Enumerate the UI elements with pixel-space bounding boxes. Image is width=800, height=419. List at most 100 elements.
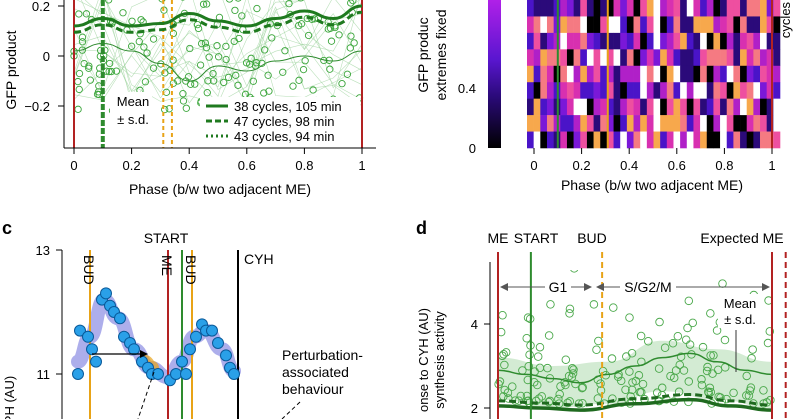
b-heatmap-cell xyxy=(653,98,661,116)
a-data-point xyxy=(222,42,230,51)
b-heatmap-cell xyxy=(527,32,534,50)
b-heatmap-cell xyxy=(527,16,534,34)
b-heatmap-cell xyxy=(680,0,688,17)
d-data-point xyxy=(561,355,571,364)
b-heatmap-cell xyxy=(693,49,701,67)
b-heatmap-cell xyxy=(606,131,614,149)
a-data-point xyxy=(199,0,208,8)
a-data-point xyxy=(197,39,206,48)
d-g1-bg xyxy=(545,276,571,294)
b-heatmap-cell xyxy=(706,16,714,34)
d-data-point xyxy=(684,377,694,386)
d-data-point xyxy=(593,394,603,403)
b-heatmap-cell xyxy=(720,49,728,67)
b-heatmap-cell xyxy=(760,32,767,50)
b-heatmap-cell xyxy=(646,65,654,83)
d-data-point xyxy=(657,383,667,393)
b-heatmap-cell xyxy=(666,98,674,116)
d-data-point xyxy=(589,300,599,309)
b-colorbar xyxy=(488,0,501,148)
b-heatmap-cell xyxy=(533,65,541,83)
b-heatmap-cell xyxy=(733,32,741,50)
a-data-point xyxy=(231,6,239,15)
b-heatmap-cell xyxy=(746,49,754,67)
b-heatmap-cell xyxy=(733,16,741,34)
b-heatmap-cell xyxy=(660,65,668,83)
b-heatmap-cell xyxy=(720,0,728,17)
b-heatmap-cell xyxy=(560,16,568,34)
d-data-point xyxy=(608,394,617,403)
d-data-point xyxy=(561,380,570,390)
b-heatmap-cell xyxy=(653,16,661,34)
d-data-point xyxy=(683,323,692,333)
d-data-point xyxy=(644,336,653,346)
b-ytick-label: 0.4 xyxy=(458,81,476,96)
b-heatmap-cell xyxy=(613,0,621,17)
b-heatmap-cell xyxy=(546,0,554,17)
a-data-point xyxy=(326,65,334,73)
b-heatmap-cell xyxy=(606,49,614,67)
a-data-point xyxy=(174,77,182,85)
b-heatmap-cell xyxy=(580,49,588,67)
a-data-point xyxy=(279,68,287,76)
d-bud-label: BUD xyxy=(577,230,607,246)
a-data-point xyxy=(191,80,199,88)
d-data-point xyxy=(568,369,578,378)
b-heatmap-cell xyxy=(586,32,594,50)
b-heatmap-cell xyxy=(600,115,608,132)
a-sd-label: ± s.d. xyxy=(117,112,149,127)
b-heatmap-cell xyxy=(726,131,734,149)
b-heatmap-cell xyxy=(740,0,748,17)
b-heatmap-cell xyxy=(686,131,694,149)
b-heatmap-cell xyxy=(646,98,654,116)
c-data-point xyxy=(128,343,140,356)
b-heatmap-cell xyxy=(713,49,721,67)
c-data-point xyxy=(82,330,94,343)
a-data-point xyxy=(194,24,203,33)
d-low-curve-dashed xyxy=(497,393,773,407)
b-heatmap-cell xyxy=(560,131,568,149)
d-data-point xyxy=(627,349,637,358)
b-heatmap-cell xyxy=(740,98,748,116)
b-heatmap-cell xyxy=(753,115,761,132)
b-heatmap-cell xyxy=(620,49,628,67)
a-data-point xyxy=(232,71,240,79)
a-data-point xyxy=(106,59,114,68)
b-heatmap-cell xyxy=(726,32,734,50)
d-data-point xyxy=(565,304,575,314)
b-heatmap-cell xyxy=(700,65,708,83)
d-data-point xyxy=(533,352,543,361)
a-data-point xyxy=(299,65,308,74)
d-data-point xyxy=(673,331,683,341)
d-sg2m-bg xyxy=(620,276,676,294)
a-data-point xyxy=(220,78,228,87)
b-heatmap-cell xyxy=(593,32,601,50)
a-legend-entry-3: 43 cycles, 94 min xyxy=(234,129,334,144)
b-heatmap-cell xyxy=(613,131,621,149)
d-data-point xyxy=(742,371,751,381)
b-heatmap-cell xyxy=(753,16,761,34)
b-heatmap-cell xyxy=(640,0,648,17)
b-heatmap-cell xyxy=(653,32,661,50)
a-data-point xyxy=(247,54,255,62)
b-heatmap-cell xyxy=(673,131,681,149)
b-heatmap-cell xyxy=(753,49,761,67)
a-data-point xyxy=(186,44,194,53)
b-heatmap-cell xyxy=(586,49,594,67)
a-trajectory-line xyxy=(73,0,363,101)
d-data-point xyxy=(655,317,664,327)
d-data-point xyxy=(637,388,646,397)
d-y-label-line1: onse to CYH (AU) xyxy=(416,308,431,412)
d-data-point xyxy=(577,383,587,393)
a-data-point xyxy=(309,86,317,94)
b-heatmap-cell xyxy=(600,0,608,17)
b-heatmap-cell xyxy=(686,49,694,67)
d-data-point xyxy=(592,345,601,354)
d-data-point xyxy=(763,338,773,348)
b-heatmap-cell xyxy=(606,16,614,34)
b-heatmap-cell xyxy=(746,131,754,149)
b-heatmap-cell xyxy=(606,82,614,99)
b-heatmap-cell xyxy=(540,131,548,149)
b-heatmap-cell xyxy=(593,49,601,67)
b-heatmap-cell xyxy=(666,65,674,83)
